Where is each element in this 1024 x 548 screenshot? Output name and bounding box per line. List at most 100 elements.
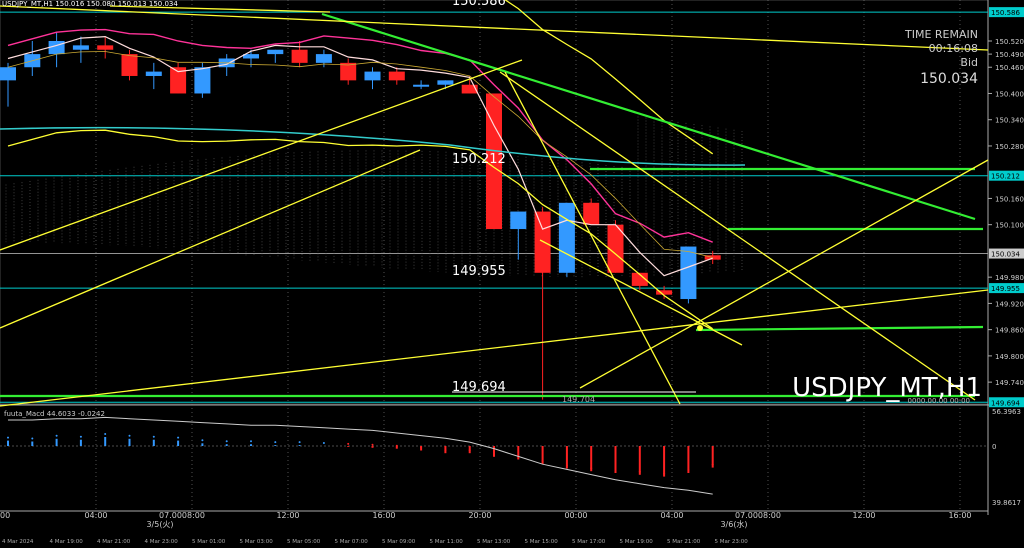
macd-dot (541, 460, 544, 462)
level-label: 149.694 (452, 380, 506, 395)
price-tick-label: 150.340 (995, 117, 1024, 125)
bullish-candle (510, 211, 527, 230)
bid-label: Bid (960, 56, 978, 69)
date-tick-label: 5 Mar 07:00 (335, 539, 369, 545)
macd-dot (177, 436, 180, 439)
symbol-header: USDJPY_MT,H1 150.016 150.080 150.013 150… (2, 0, 178, 8)
macd-dot (298, 441, 301, 444)
price-tick-label: 149.980 (995, 274, 1024, 282)
time-label: 16:00 (372, 511, 395, 520)
bollinger-lower-line (7, 129, 714, 330)
date-tick-label: 5 Mar 09:00 (382, 539, 416, 545)
macd-dot (7, 436, 9, 439)
bearish-candle (121, 54, 138, 76)
bullish-candle (145, 71, 162, 76)
macd-dot (687, 469, 690, 471)
bearish-candle (656, 290, 673, 295)
date-tick-label: 5 Mar 05:00 (287, 539, 321, 545)
time-label: 07.0008:00 (159, 511, 205, 520)
macd-dot (590, 467, 593, 470)
bearish-candle (631, 272, 648, 286)
macd-dot (663, 472, 666, 475)
price-tag (989, 7, 1024, 18)
bullish-candle (315, 54, 332, 63)
bullish-candle (0, 67, 16, 81)
macd-dot (152, 435, 155, 438)
ma-fast-line (7, 35, 713, 277)
price-tag-label: 149.955 (991, 285, 1020, 293)
trendline-green (321, 12, 976, 221)
price-tag (989, 170, 1024, 181)
ma-info-text: 0000.00.00 00:00 (908, 397, 970, 405)
macd-dot (55, 434, 58, 437)
price-tick-label: 150.400 (995, 90, 1024, 98)
bearish-candle (583, 202, 600, 225)
trendline-yellow (109, 5, 331, 13)
date-tick-label: 4 Mar 19:00 (50, 539, 84, 545)
macd-dot (371, 443, 374, 446)
ma-slow-line (7, 28, 713, 243)
trendline-yellow (0, 5, 989, 51)
time-remain-label: TIME REMAIN (904, 28, 978, 41)
date-tick-label: 5 Mar 19:00 (620, 539, 654, 545)
bearish-candle (97, 45, 114, 50)
macd-title: fuuta_Macd 44.6033 -0.0242 (4, 410, 105, 418)
price-tick-label: 149.800 (995, 353, 1024, 361)
bearish-candle (291, 49, 308, 63)
macd-dot (614, 469, 617, 471)
macd-dot (711, 463, 714, 466)
bearish-candle (340, 62, 357, 81)
macd-dot (128, 434, 131, 437)
date-tick-label: 5 Mar 03:00 (240, 539, 274, 545)
level-label: 150.212 (452, 152, 506, 167)
low-marker-label: 149.704 (562, 395, 595, 404)
date-tick-label: 5 Mar 17:00 (572, 539, 606, 545)
chart-watermark: USDJPY_MT,H1 (792, 373, 982, 403)
macd-dot (468, 449, 471, 452)
price-tick-label: 149.860 (995, 327, 1024, 335)
pivot-dot (697, 325, 703, 331)
bullish-candle (72, 45, 89, 50)
ma-long-line (0, 126, 746, 166)
price-tick-label: 150.100 (995, 222, 1024, 230)
time-remain-value: 00:16:08 (929, 42, 978, 55)
price-tick-label: 149.920 (995, 300, 1024, 308)
macd-dot (31, 437, 34, 440)
bullish-candle (243, 54, 259, 59)
date-tick-label: 4 Mar 21:00 (97, 539, 131, 545)
price-tick-label: 150.460 (995, 64, 1024, 72)
date-tick-label: 5 Mar 21:00 (667, 539, 701, 545)
macd-dot (201, 439, 204, 442)
bearish-candle (534, 211, 551, 273)
macd-dot (225, 440, 228, 443)
level-label: 149.955 (452, 264, 506, 279)
trendline-yellow (539, 239, 743, 346)
trendline-yellow (579, 159, 989, 389)
macd-dot (104, 433, 107, 435)
time-label: 04:00 (84, 511, 107, 520)
price-tag-label: 150.034 (991, 251, 1020, 259)
bearish-candle (607, 224, 624, 273)
time-label: 20:00 (468, 511, 491, 520)
trendline-yellow (499, 71, 976, 401)
date-tick-label: 4 Mar 2024 (2, 539, 34, 545)
bullish-candle (48, 40, 65, 55)
trendline-yellow (504, 71, 681, 405)
bollinger-upper-line (504, 0, 714, 155)
bullish-candle (194, 67, 211, 94)
bullish-candle (364, 71, 381, 81)
trendline-yellow (0, 149, 421, 329)
macd-dot (347, 442, 350, 445)
price-tag (989, 283, 1024, 294)
bearish-candle (486, 93, 502, 230)
bearish-candle (388, 71, 405, 81)
date-tick-label: 4 Mar 23:00 (145, 539, 179, 545)
time-label: 04:00 (660, 511, 683, 520)
time-label: 12:00 (276, 511, 299, 520)
price-tick-label: 150.490 (995, 51, 1024, 59)
macd-signal-line (8, 416, 713, 495)
macd-dot (79, 435, 82, 438)
price-tag-label: 150.212 (991, 173, 1020, 181)
ma-mid-line (7, 51, 713, 258)
